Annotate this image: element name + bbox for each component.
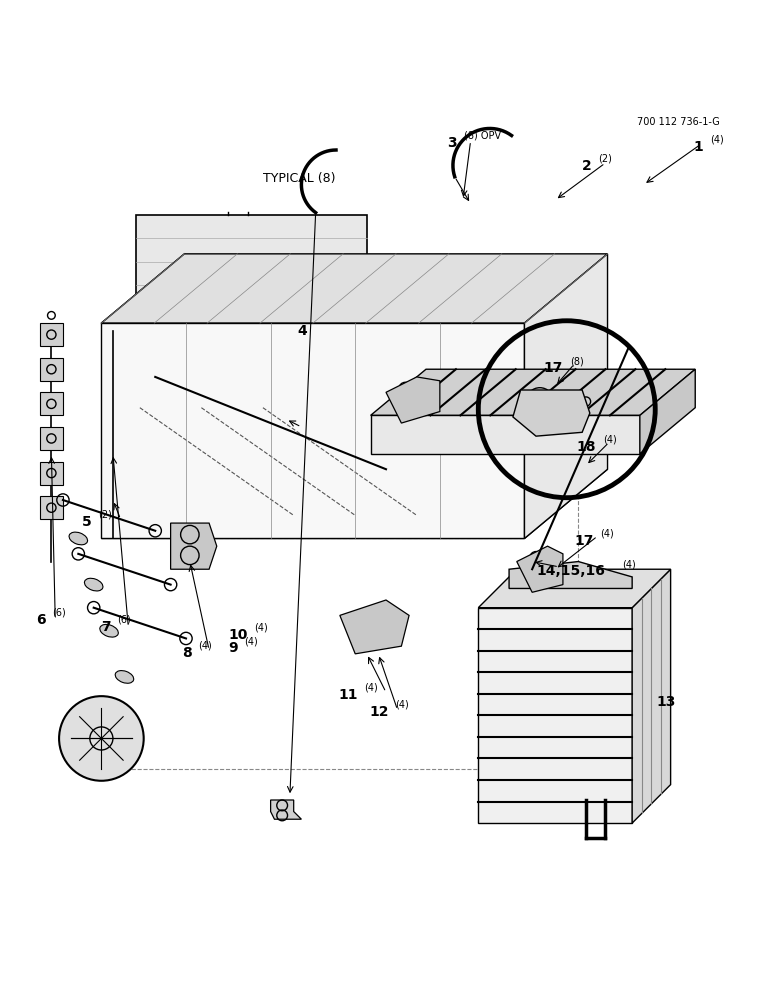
Polygon shape [479,608,632,823]
Text: 8: 8 [182,646,192,660]
Polygon shape [101,469,608,538]
Polygon shape [40,323,63,346]
Text: (4): (4) [709,135,723,145]
Text: (4): (4) [198,641,212,651]
Text: (4): (4) [245,636,258,646]
Text: 17: 17 [543,361,563,375]
Polygon shape [513,390,590,436]
Ellipse shape [69,532,87,545]
Text: 3: 3 [448,136,457,150]
Text: 14,15,16: 14,15,16 [536,564,605,578]
Text: 17: 17 [574,534,594,548]
Text: 11: 11 [338,688,357,702]
Text: (2): (2) [98,510,112,520]
Text: 13: 13 [657,695,676,709]
Text: 9: 9 [229,641,238,655]
Polygon shape [632,569,671,823]
Text: 10: 10 [229,628,248,642]
Text: 12: 12 [369,705,388,719]
Polygon shape [171,523,217,569]
Text: (4): (4) [601,528,615,538]
Polygon shape [40,462,63,485]
Text: (6): (6) [117,615,131,625]
Polygon shape [479,569,671,608]
Text: 5: 5 [82,515,92,529]
Ellipse shape [115,671,134,683]
Text: (4): (4) [395,700,409,710]
Text: (4): (4) [364,682,378,692]
Text: TYPICAL (8): TYPICAL (8) [263,172,335,185]
Polygon shape [101,323,524,538]
Polygon shape [516,546,563,592]
Text: (8): (8) [570,356,584,366]
Polygon shape [371,369,696,415]
Text: (6): (6) [52,608,66,618]
Polygon shape [371,415,640,454]
Text: 1: 1 [694,140,703,154]
Polygon shape [340,600,409,654]
Text: 2: 2 [582,159,592,173]
Text: 7: 7 [101,620,111,634]
Polygon shape [524,254,608,538]
Text: (4): (4) [603,435,617,445]
Polygon shape [640,369,696,454]
Text: (8) OPV: (8) OPV [464,131,501,141]
Text: 6: 6 [36,613,46,627]
Polygon shape [40,358,63,381]
Polygon shape [136,215,367,331]
Text: (4): (4) [255,622,268,632]
Ellipse shape [84,578,103,591]
Polygon shape [509,562,632,588]
Polygon shape [40,496,63,519]
Polygon shape [40,392,63,415]
Circle shape [59,696,144,781]
Polygon shape [386,377,440,423]
Text: (4): (4) [622,559,636,569]
Text: 700 112 736-1-G: 700 112 736-1-G [637,117,720,127]
Polygon shape [40,427,63,450]
Text: 18: 18 [577,440,596,454]
Text: (2): (2) [598,154,612,164]
Text: 4: 4 [297,324,307,338]
Polygon shape [271,800,301,819]
Ellipse shape [100,624,118,637]
Polygon shape [101,254,608,323]
